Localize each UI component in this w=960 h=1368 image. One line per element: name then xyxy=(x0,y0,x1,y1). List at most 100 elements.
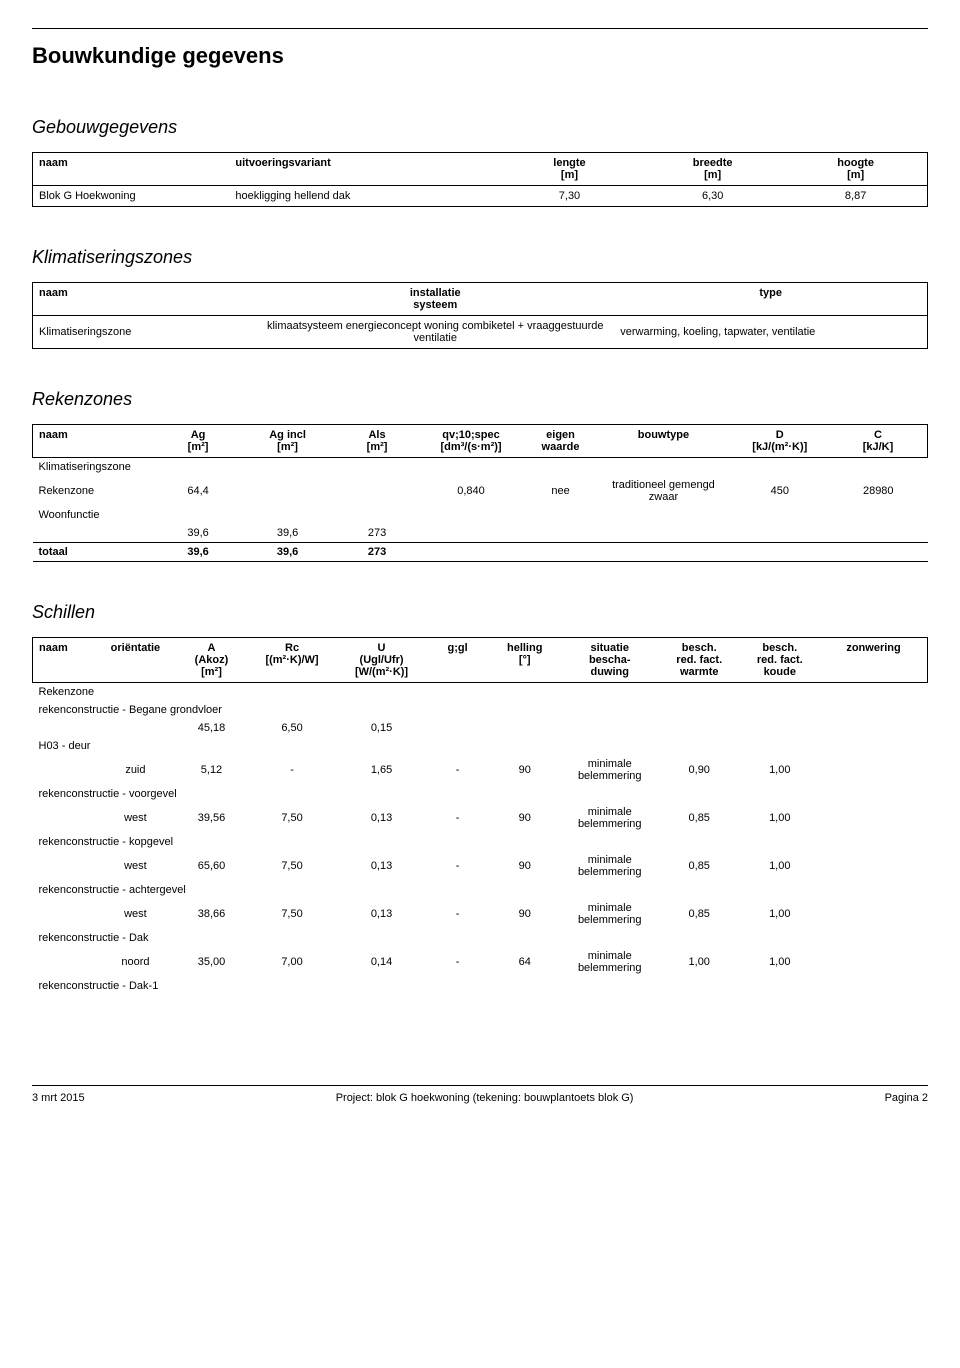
cell-sit: minimale belemmering xyxy=(561,851,659,881)
cell-type: verwarming, koeling, tapwater, ventilati… xyxy=(614,316,927,349)
section-title-klim: Klimatiseringszones xyxy=(32,247,928,268)
table-row: 45,186,500,15 xyxy=(33,719,928,737)
cell-bw: 0,85 xyxy=(659,803,740,833)
cell-a: 65,60 xyxy=(176,851,248,881)
table-klim: naam installatie systeem type Klimatiser… xyxy=(32,282,928,349)
cell-bk: 1,00 xyxy=(740,947,821,977)
col-agincl: Ag incl [m²] xyxy=(238,425,336,458)
col-bk: besch. red. fact. koude xyxy=(740,638,821,683)
woon-label: Woonfunctie xyxy=(33,506,928,524)
cell-orient: west xyxy=(95,851,176,881)
col-d-unit: [kJ/(m²·K)] xyxy=(752,441,807,453)
cell-hoogte: 8,87 xyxy=(784,186,927,207)
woon-label-row: Woonfunctie xyxy=(33,506,928,524)
col-sit-l1: situatie xyxy=(590,642,629,654)
cell-uitv: hoekligging hellend dak xyxy=(229,186,498,207)
cell-bk: 1,00 xyxy=(740,755,821,785)
cell-zon xyxy=(820,803,927,833)
col-als: Als [m²] xyxy=(337,425,418,458)
table-row: noord35,007,000,14-64minimale belemmerin… xyxy=(33,947,928,977)
col-agincl-label: Ag incl xyxy=(269,429,306,441)
col-eigen-label: eigen xyxy=(546,429,575,441)
cell-bouw: traditioneel gemengd zwaar xyxy=(596,476,730,506)
col-qv: qv;10;spec [dm³/(s·m²)] xyxy=(417,425,524,458)
cell-helling: 90 xyxy=(489,803,561,833)
col-bw-l2: red. fact. xyxy=(676,654,722,666)
cell-naam: Klimatiseringszone xyxy=(33,316,257,349)
cell-naam: Blok G Hoekwoning xyxy=(33,186,230,207)
zone-label: Klimatiseringszone xyxy=(33,458,928,477)
cell-qv: 0,840 xyxy=(417,476,524,506)
cell-rc: 7,50 xyxy=(247,851,337,881)
cell-install: klimaatsysteem energieconcept woning com… xyxy=(256,316,614,349)
cell-ggl: - xyxy=(426,899,489,929)
cell-helling xyxy=(489,719,561,737)
cell-helling: 90 xyxy=(489,899,561,929)
cell-ag: 64,4 xyxy=(158,476,239,506)
cell-orient: west xyxy=(95,899,176,929)
col-bk-l2: red. fact. xyxy=(757,654,803,666)
group-label: rekenconstructie - voorgevel xyxy=(33,785,928,803)
cell-u: 0,13 xyxy=(337,803,427,833)
col-d: D [kJ/(m²·K)] xyxy=(731,425,829,458)
cell-naam xyxy=(33,947,96,977)
col-rc: Rc [(m²·K)/W] xyxy=(247,638,337,683)
cell-bk: 1,00 xyxy=(740,899,821,929)
cell-d: 450 xyxy=(731,476,829,506)
cell-bk: 1,00 xyxy=(740,803,821,833)
cell-bw xyxy=(659,719,740,737)
cell-bk xyxy=(740,719,821,737)
cell-rc: 7,50 xyxy=(247,899,337,929)
section-title-schillen: Schillen xyxy=(32,602,928,623)
col-bouw: bouwtype xyxy=(596,425,730,458)
cell-zon xyxy=(820,719,927,737)
cell-bw: 1,00 xyxy=(659,947,740,977)
cell-helling: 64 xyxy=(489,947,561,977)
totaal-row: totaal 39,6 39,6 273 xyxy=(33,543,928,562)
col-c-unit: [kJ/K] xyxy=(863,441,894,453)
cell-naam xyxy=(33,524,158,543)
col-waarde-label: waarde xyxy=(542,441,580,453)
group-label-row: rekenconstructie - Dak xyxy=(33,929,928,947)
col-lengte: lengte [m] xyxy=(498,153,641,186)
cell-naam xyxy=(33,899,96,929)
table-row: west38,667,500,13-90minimale belemmering… xyxy=(33,899,928,929)
group-label: H03 - deur xyxy=(33,737,928,755)
col-bk-l1: besch. xyxy=(762,642,797,654)
cell-zon xyxy=(820,947,927,977)
cell-naam xyxy=(33,719,96,737)
totaal-label: totaal xyxy=(33,543,158,562)
cell-orient: zuid xyxy=(95,755,176,785)
col-a-l3: [m²] xyxy=(201,666,222,678)
col-zon: zonwering xyxy=(820,638,927,683)
cell-u: 0,13 xyxy=(337,899,427,929)
col-rc-label: Rc xyxy=(285,642,299,654)
cell-orient xyxy=(95,719,176,737)
cell-c: 28980 xyxy=(829,476,928,506)
table-row: Blok G Hoekwoning hoekligging hellend da… xyxy=(33,186,928,207)
col-c-label: C xyxy=(874,429,882,441)
zone-label-row: Rekenzone xyxy=(33,683,928,702)
top-rule xyxy=(32,28,928,29)
section-schillen: Schillen naam oriëntatie A (Akoz) [m²] R… xyxy=(32,602,928,995)
col-agincl-unit: [m²] xyxy=(277,441,298,453)
footer-date: 3 mrt 2015 xyxy=(32,1092,85,1104)
cell-agincl: 39,6 xyxy=(238,543,336,562)
cell-ggl: - xyxy=(426,851,489,881)
group-label: rekenconstructie - kopgevel xyxy=(33,833,928,851)
col-breedte-label: breedte xyxy=(693,157,733,169)
group-label: rekenconstructie - Dak xyxy=(33,929,928,947)
col-a: A (Akoz) [m²] xyxy=(176,638,248,683)
cell-lengte: 7,30 xyxy=(498,186,641,207)
col-hoogte-label: hoogte xyxy=(837,157,874,169)
cell-a: 35,00 xyxy=(176,947,248,977)
col-rc-unit: [(m²·K)/W] xyxy=(265,654,318,666)
table-row: 39,6 39,6 273 xyxy=(33,524,928,543)
col-install: installatie systeem xyxy=(256,283,614,316)
zone-label: Rekenzone xyxy=(33,683,928,702)
cell-sit: minimale belemmering xyxy=(561,755,659,785)
col-ag-label: Ag xyxy=(191,429,206,441)
col-c: C [kJ/K] xyxy=(829,425,928,458)
col-lengte-unit: [m] xyxy=(561,169,578,181)
col-bw-l1: besch. xyxy=(682,642,717,654)
